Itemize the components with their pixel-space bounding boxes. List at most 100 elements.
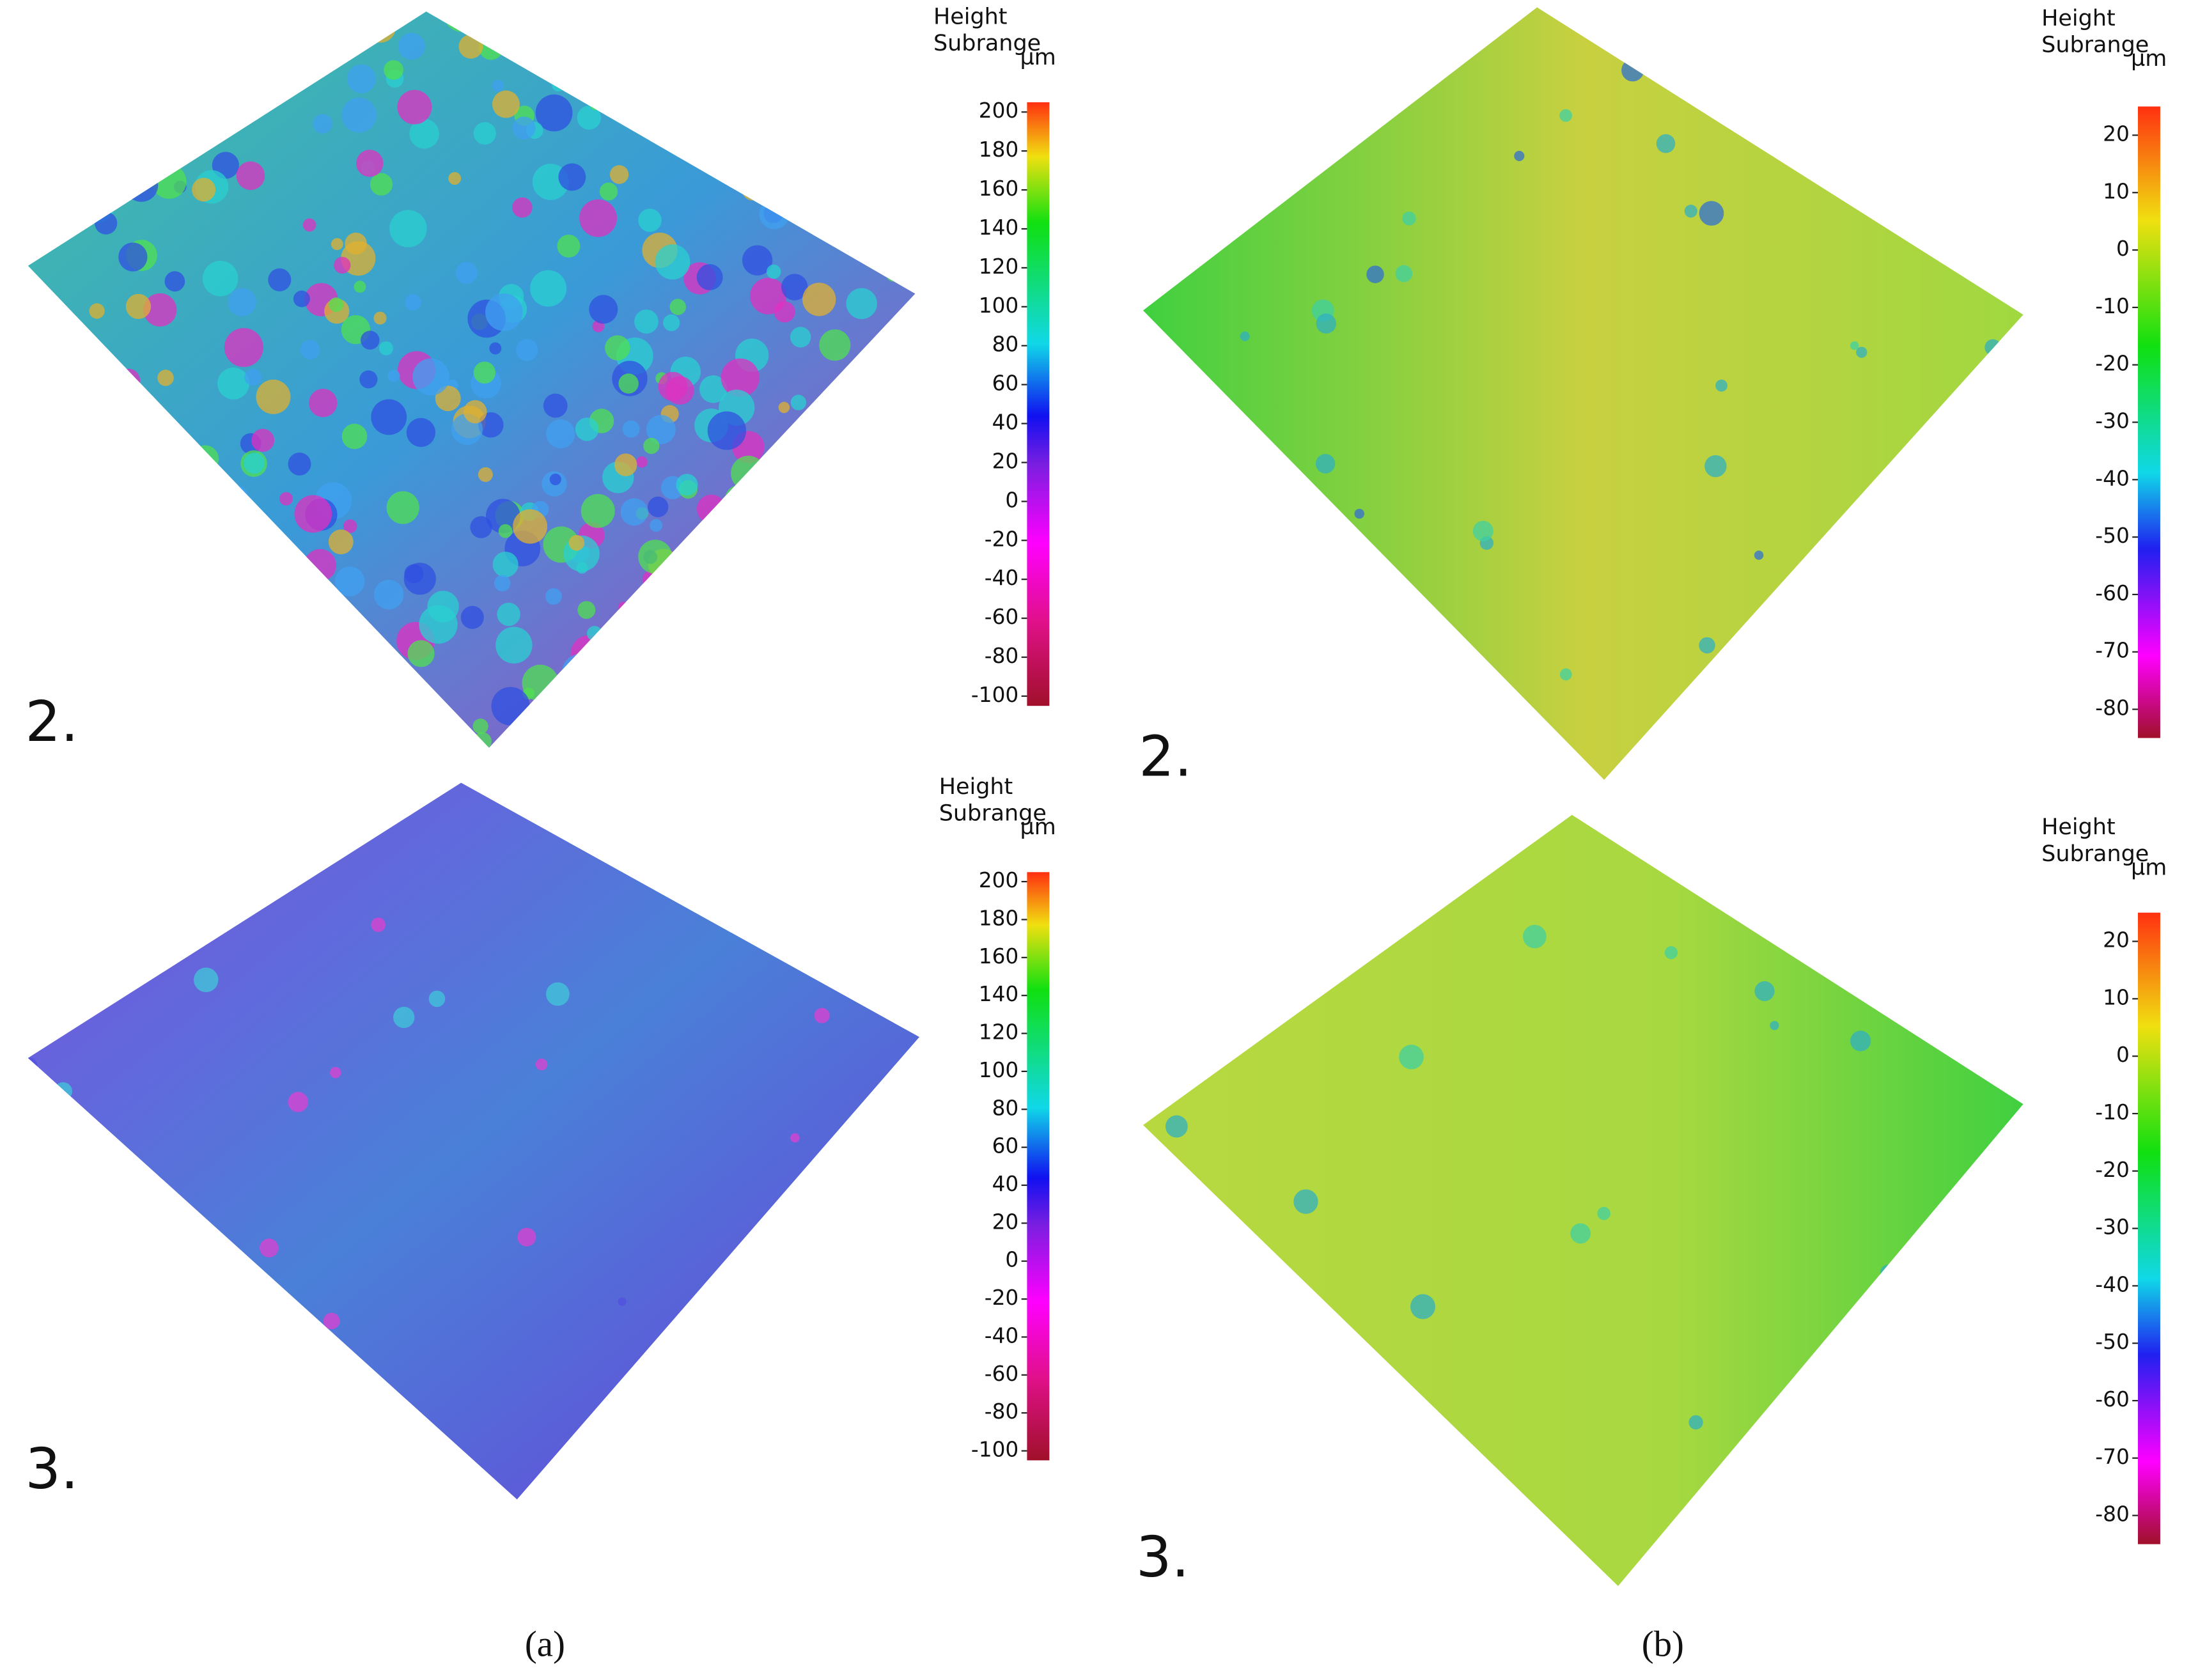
surface-feature (734, 501, 762, 529)
surface-feature (684, 577, 710, 602)
surface-feature (228, 288, 256, 316)
surface-feature (713, 623, 728, 637)
surface-feature (898, 55, 916, 79)
surface-feature (236, 161, 265, 191)
surface-feature (1395, 265, 1413, 283)
surface-feature (224, 328, 263, 368)
tick-label: -10 (2095, 1100, 2130, 1124)
tick-label: 160 (979, 176, 1019, 201)
surface-feature (455, 261, 478, 284)
surface-feature (301, 11, 313, 20)
surface-feature (543, 393, 568, 418)
surface-feature (659, 118, 674, 133)
surface-feature (109, 1289, 131, 1312)
surface-feature (34, 166, 58, 190)
surface-feature (724, 1278, 748, 1303)
surface-feature (143, 293, 177, 327)
surface-feature (802, 875, 820, 892)
surface-feature (859, 358, 876, 375)
surface-feature (1316, 313, 1337, 334)
tick-label: -80 (2095, 1502, 2130, 1527)
colorbar-title: Subrange (2041, 841, 2149, 867)
surface-feature (1236, 25, 1254, 43)
tick-label: -70 (2095, 639, 2130, 663)
surface-feature (91, 71, 114, 95)
surface-feature (620, 498, 648, 526)
colorbars: HeightSubrangeµm200180160140120100806040… (933, 4, 2167, 1544)
surface-feature (329, 297, 344, 313)
surface-feature (1850, 1031, 1871, 1052)
surface-feature (1514, 150, 1525, 161)
surface-feature (407, 640, 435, 667)
surface-feature (1840, 597, 1850, 607)
tick-label: -70 (2095, 1445, 2130, 1469)
surface-feature (191, 21, 216, 46)
surface-feature (359, 370, 378, 389)
surface-feature (567, 50, 589, 72)
surface-feature (1402, 211, 1416, 226)
tick-label: 200 (979, 868, 1019, 892)
surface-feature (768, 104, 807, 143)
surface-feature (547, 12, 563, 27)
surface-feature (599, 182, 618, 201)
surface-feature (717, 508, 745, 536)
colorbar (1027, 102, 1050, 706)
tick-label: 140 (979, 982, 1019, 1006)
surface-feature (428, 990, 446, 1007)
surface-feature (802, 489, 833, 520)
colorbar-title: Height (933, 4, 1008, 30)
surface-feature (579, 199, 617, 237)
surface-feature (165, 551, 198, 584)
surface-feature (318, 703, 348, 734)
tick-label: 140 (979, 215, 1019, 240)
surface-feature (470, 516, 492, 538)
surface-feature (831, 567, 864, 600)
surface-feature (1240, 331, 1250, 341)
surface-feature (393, 1006, 415, 1029)
surface-feature (256, 379, 291, 414)
surface-feature (546, 419, 575, 449)
surface-feature (478, 467, 493, 482)
tick-label: -20 (2095, 352, 2130, 376)
tick-label: 40 (992, 410, 1019, 435)
surface-feature (732, 609, 745, 622)
surface-feature (869, 647, 904, 681)
surface-base (1142, 814, 2023, 1587)
surface-feature (755, 649, 779, 673)
surface-feature (638, 208, 662, 232)
surface-feature (88, 736, 106, 748)
surface-feature (820, 177, 849, 206)
surface-feature (903, 32, 916, 47)
surface-feature (27, 26, 56, 57)
surface-feature (495, 626, 533, 664)
surface-feature (122, 152, 151, 180)
surface-feature (646, 415, 676, 444)
surface-feature (199, 27, 215, 43)
surface-feature (670, 612, 693, 635)
tick-label: -60 (2095, 581, 2130, 605)
surface-feature (27, 1057, 38, 1073)
surface-feature (866, 68, 900, 103)
tick-label: -20 (985, 1286, 1019, 1310)
surface-feature (575, 417, 599, 441)
surface-feature (846, 417, 875, 446)
tick-label: 180 (979, 906, 1019, 930)
surface-feature (1212, 979, 1231, 999)
surface-feature (814, 1007, 830, 1023)
surface-feature (905, 912, 920, 928)
surface-feature (169, 59, 189, 79)
surface-feature (368, 663, 402, 697)
surface-feature (587, 626, 602, 641)
surface-feature (356, 150, 384, 177)
tick-label: -40 (2095, 1272, 2130, 1296)
surface-feature (247, 1438, 266, 1457)
surface-feature (819, 329, 851, 361)
surface-feature (59, 563, 90, 594)
surface-feature (581, 494, 615, 528)
tick-label: 200 (979, 98, 1019, 123)
surface-feature (304, 548, 336, 582)
surface-feature (313, 114, 333, 134)
surface-feature (215, 867, 230, 882)
surface-feature (491, 687, 530, 726)
surface-feature (879, 511, 899, 531)
